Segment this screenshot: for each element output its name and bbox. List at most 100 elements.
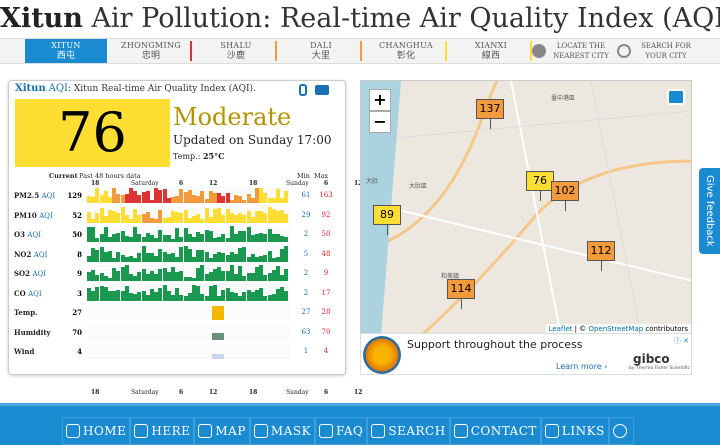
map-roads [361,81,691,334]
city-name: Dali [310,41,332,50]
history-bar [116,232,121,242]
share-icon[interactable] [299,84,307,96]
history-bar [108,277,112,281]
history-bar [259,233,264,242]
footer-nav-search[interactable]: SEARCH [367,417,450,445]
history-bar [179,247,184,262]
history-bar [145,232,150,242]
history-bar [150,235,154,242]
station-marker[interactable]: 76 [526,171,554,201]
station-marker[interactable]: 102 [551,181,579,211]
history-bar [108,210,112,223]
pollutant-history-chart [87,265,290,281]
map-place-label: 和美鎮 [441,273,460,280]
footer-nav-label: HERE [151,424,191,438]
city-tab-changhua[interactable]: Changhua 彰化 [365,39,447,63]
station-marker[interactable]: 112 [587,241,615,271]
locate-icon [532,44,546,58]
city-name: Zhongming [121,41,181,50]
footer-nav-contact[interactable]: CONTACT [449,417,541,445]
locate-nearest-button[interactable]: Locate the nearest city [530,39,612,63]
city-tab-xitun[interactable]: Xitun 西屯 [25,39,107,63]
station-marker[interactable]: 137 [476,99,504,129]
history-bar [187,277,192,281]
history-bar [112,291,117,301]
map-layers-icon[interactable] [667,89,685,105]
footer-nav-home[interactable]: HOME [62,417,131,445]
history-bar [284,191,289,203]
history-bar [217,252,222,262]
history-bar [91,197,96,203]
time-axis-label: 12 [354,180,363,187]
city-tab-zhongming[interactable]: Zhongming 忠明 [110,39,192,63]
history-bar [238,230,243,242]
history-bar [103,276,108,281]
history-bar [196,231,201,242]
history-bar [212,354,224,359]
history-bar [124,214,129,223]
history-bar [284,268,289,281]
aqi-value: 76 [15,99,170,167]
footer-nav-map[interactable]: MAP [194,417,250,445]
time-axis-label: 18 [91,389,100,396]
pollutant-unit: AQI [41,192,56,200]
history-bar [87,227,91,242]
history-bar [234,253,238,262]
city-tab-dali[interactable]: Dali 大里 [280,39,362,63]
history-bar [162,285,167,301]
history-bar [133,276,138,281]
map[interactable]: + − 137 76 102 89 112 114 臺中港區 大肚 和美鎮 大肚區 Leaflet… [360,80,692,335]
pollutant-min: 61 [301,191,311,199]
history-bar [183,246,188,262]
history-bar [217,295,222,301]
history-bar [208,217,213,223]
history-bar [95,238,100,242]
pollutant-history-chart [87,206,290,223]
settings-button[interactable] [608,417,634,445]
time-axis-label: 18 [91,180,100,187]
footer-nav-here[interactable]: HERE [130,417,195,445]
aqi-card: Xitun AQI: Xitun Real-time Air Quality I… [8,80,362,396]
history-bar [133,226,138,242]
advertisement[interactable]: Support throughout the process Learn mor… [360,333,692,375]
pollutant-unit: AQI [28,289,42,298]
pollutant-unit: AQI [39,211,53,220]
history-bar [267,197,272,203]
history-bar [141,290,146,301]
history-bar [116,213,121,223]
history-bar [183,295,188,301]
history-bar [204,207,209,223]
footer-nav-links[interactable]: LINKS [540,417,609,445]
footer-nav-label: HOME [83,424,127,438]
history-bar [166,272,171,281]
city-aqi-bar [105,41,107,61]
ad-brand-sub: by Thermo Fisher Scientific [629,366,690,371]
footer-nav-mask[interactable]: MASK [249,417,316,445]
city-name: Changhua [379,41,433,50]
ad-learn-more[interactable]: Learn more › [556,362,608,371]
station-marker[interactable]: 114 [447,279,475,309]
feedback-button[interactable]: Give feedback [699,168,720,254]
layers-icon[interactable] [315,85,329,95]
history-bar [154,274,159,281]
footer-nav-faq[interactable]: FAQ [315,417,368,445]
history-bar [246,256,251,262]
gear-icon [612,424,627,438]
pollutant-max: 70 [321,327,331,336]
city-tab-shalu[interactable]: Shalu 沙鹿 [195,39,277,63]
history-bar [95,287,100,301]
history-bar [158,249,163,262]
station-marker[interactable]: 89 [373,205,401,235]
zoom-out-button[interactable]: − [369,111,391,133]
city-tab-xianxi[interactable]: Xianxi 線西 [450,39,532,63]
min-header: Min [297,172,310,180]
ad-close-icon[interactable]: ⓘ ✕ [673,337,689,345]
history-bar [204,273,209,281]
history-bar [229,199,234,203]
search-city-button[interactable]: Search for your city [615,39,697,63]
zoom-in-button[interactable]: + [369,89,391,111]
history-bar [213,269,217,281]
history-bar [166,197,171,203]
history-bar [87,288,91,301]
history-bar [242,215,247,223]
